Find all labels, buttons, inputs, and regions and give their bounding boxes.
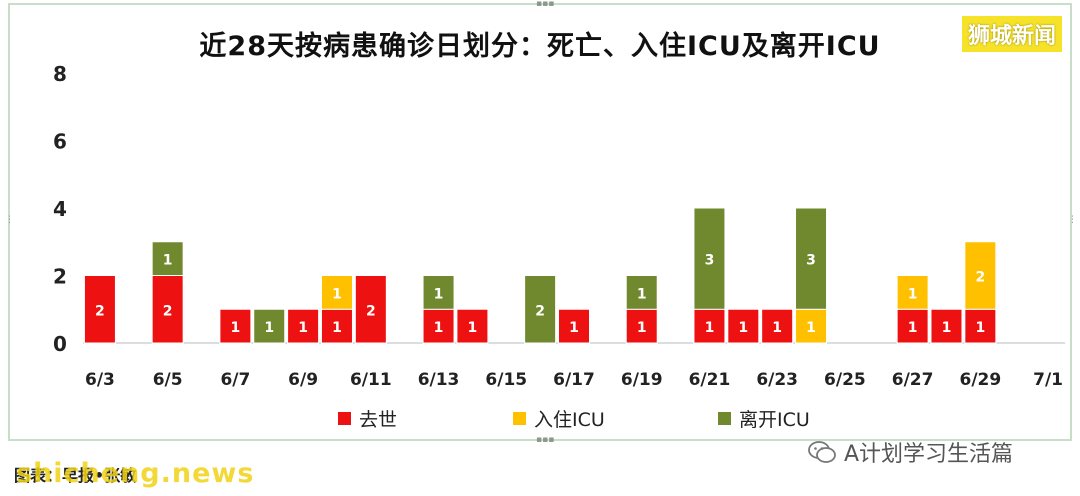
bar-segment <box>151 241 184 276</box>
bar-segment <box>456 308 489 344</box>
data-label: 1 <box>772 320 782 336</box>
x-tick-label: 6/21 <box>689 370 731 390</box>
data-label: 2 <box>975 270 985 286</box>
x-tick-label: 6/5 <box>153 370 183 390</box>
data-label: 1 <box>231 320 241 336</box>
y-tick-label: 4 <box>53 197 67 221</box>
data-label: 1 <box>332 320 342 336</box>
legend-label-death: 去世 <box>359 409 398 431</box>
stacked-bar-chart: 0 2 4 6 8 2 2 1 1 1 1 1 1 2 1 1 1 2 1 1 1 1 3 1 1 1 3 1 1 1 1 2 6/3 6/5 6/… <box>53 62 1065 390</box>
data-label: 1 <box>298 320 308 336</box>
data-label: 1 <box>975 320 985 336</box>
data-label: 2 <box>163 303 173 319</box>
legend-item-icu-leave: 离开ICU <box>718 405 810 432</box>
data-label: 1 <box>264 320 274 336</box>
x-tick-label: 6/7 <box>220 370 250 390</box>
bar-segment <box>524 275 557 344</box>
y-tick-label: 0 <box>53 332 67 356</box>
x-tick-label: 6/17 <box>553 370 595 390</box>
bar-segment <box>693 308 726 344</box>
bar-segment <box>930 308 963 344</box>
data-label: 1 <box>738 320 748 336</box>
bar-segment <box>896 275 929 310</box>
bar-segment <box>422 275 455 310</box>
x-tick-label: 6/25 <box>824 370 866 390</box>
data-label: 1 <box>434 286 444 302</box>
data-label: 3 <box>806 253 816 269</box>
bar-segment <box>320 308 353 344</box>
bar-segment <box>354 275 387 344</box>
x-tick-label: 6/9 <box>288 370 318 390</box>
bar-segment <box>964 308 997 344</box>
y-tick-label: 6 <box>53 130 67 154</box>
bar-segment <box>83 275 116 344</box>
chart-frame <box>8 3 1072 441</box>
bar-segment <box>795 207 828 310</box>
chart-credit: 图表：早报•张敏 <box>14 466 137 485</box>
bar-segment <box>896 308 929 344</box>
x-tick-label: 6/3 <box>85 370 115 390</box>
legend-swatch-icu-leave <box>718 412 731 425</box>
bar-segment <box>151 275 184 344</box>
resize-handle-right[interactable]: ⋮ <box>1068 215 1077 225</box>
data-label: 1 <box>468 320 478 336</box>
x-tick-label: 6/27 <box>892 370 934 390</box>
bar-segment <box>693 207 726 310</box>
data-label: 2 <box>95 303 105 319</box>
bar-segment <box>625 275 658 310</box>
bar-segment <box>253 308 286 344</box>
bar-segment <box>761 308 794 344</box>
data-label: 1 <box>908 320 918 336</box>
resize-handle-top[interactable]: ▪▪▪ <box>536 0 555 9</box>
bar-segment <box>558 308 590 344</box>
data-label: 2 <box>366 303 376 319</box>
data-label: 1 <box>637 286 647 302</box>
x-tick-label: 6/11 <box>350 370 392 390</box>
legend-item-icu-admit: 入住ICU <box>513 405 605 432</box>
resize-handle-bottom[interactable]: ▪▪▪ <box>536 435 555 445</box>
site-watermark: shicheng.news <box>16 458 255 489</box>
bar-segment <box>320 275 353 310</box>
legend-swatch-icu-admit <box>513 412 526 425</box>
bar-segment <box>964 241 997 310</box>
data-label: 3 <box>705 253 715 269</box>
data-label: 1 <box>569 320 579 336</box>
legend-label-icu-admit: 入住ICU <box>534 409 605 431</box>
data-label: 1 <box>434 320 444 336</box>
brand-logo: 狮城新闻 <box>961 16 1062 52</box>
x-tick-label: 7/1 <box>1033 370 1063 390</box>
bar-segment <box>422 308 455 344</box>
x-tick-label: 6/29 <box>959 370 1001 390</box>
x-tick-label: 6/13 <box>418 370 460 390</box>
data-label: 1 <box>637 320 647 336</box>
data-label: 1 <box>908 286 918 302</box>
y-tick-label: 2 <box>53 265 67 289</box>
data-label: 2 <box>535 303 545 319</box>
x-tick-label: 6/23 <box>756 370 798 390</box>
wechat-account-name: A计划学习生活篇 <box>844 442 1014 467</box>
legend-swatch-death <box>338 412 351 425</box>
data-label: 1 <box>806 320 816 336</box>
legend-item-death: 去世 <box>338 405 397 432</box>
chart-title: 近28天按病患确诊日划分：死亡、入住ICU及离开ICU <box>199 31 881 62</box>
data-label: 1 <box>705 320 715 336</box>
bar-segment <box>727 308 760 344</box>
data-label: 1 <box>163 253 173 269</box>
data-label: 1 <box>942 320 952 336</box>
wechat-account: A计划学习生活篇 <box>808 436 1013 468</box>
data-label: 1 <box>332 286 342 302</box>
legend-label-icu-leave: 离开ICU <box>739 409 810 431</box>
x-tick-label: 6/15 <box>485 370 527 390</box>
chart-legend: 去世 入住ICU 离开ICU <box>0 405 1080 433</box>
bar-segment <box>287 308 320 344</box>
y-tick-label: 8 <box>53 62 67 86</box>
resize-handle-left[interactable]: ⋮ <box>5 215 14 225</box>
wechat-icon <box>808 441 836 463</box>
x-tick-label: 6/19 <box>621 370 663 390</box>
bar-segment <box>219 308 252 344</box>
